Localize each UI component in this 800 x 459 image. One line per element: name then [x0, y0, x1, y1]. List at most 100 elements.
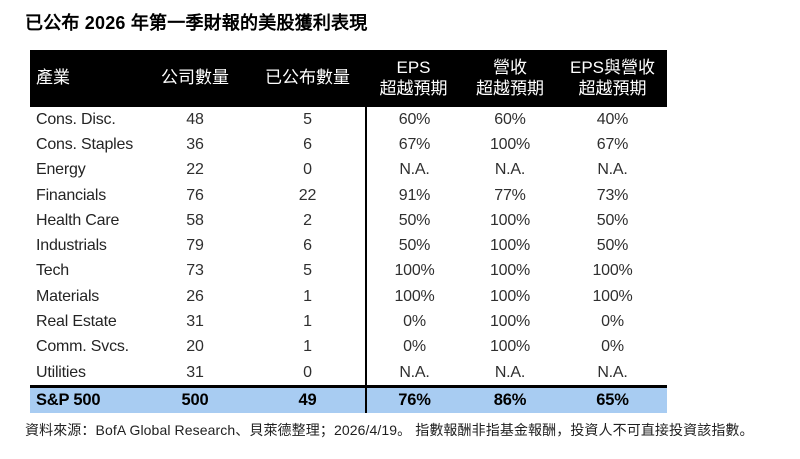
value-cell: 50%: [596, 211, 629, 229]
table-row: Financials 76 22 91% 77% 73%: [30, 182, 667, 209]
value-cell: 91%: [365, 182, 462, 209]
sector-cell: Health Care: [36, 211, 120, 229]
value-cell: 6: [303, 237, 312, 255]
value-cell: 1: [303, 313, 312, 331]
table-row: Materials 26 1 100% 100% 100%: [30, 284, 667, 310]
value-cell: 60%: [365, 107, 462, 133]
total-value-cell: 49: [298, 391, 317, 410]
value-cell: 50%: [365, 233, 462, 259]
value-cell: 60%: [494, 110, 526, 128]
value-cell: 100%: [489, 262, 531, 280]
value-cell: 100%: [489, 338, 531, 356]
value-cell: 100%: [489, 287, 531, 305]
sector-cell: Energy: [36, 161, 86, 179]
table-row: Industrials 79 6 50% 100% 50%: [30, 233, 667, 259]
value-cell: 6: [303, 135, 312, 153]
col-header-rev-beat-line2: 超越預期: [476, 78, 544, 98]
value-cell: 5: [303, 110, 312, 128]
sector-cell: Industrials: [36, 237, 107, 255]
total-value-cell: 500: [181, 391, 209, 410]
value-cell: 20: [186, 338, 204, 356]
value-cell: 0%: [601, 313, 624, 331]
value-cell: 40%: [596, 110, 629, 128]
value-cell: 5: [303, 262, 312, 280]
col-header-eps-beat-line2: 超越預期: [379, 78, 448, 98]
value-cell: 67%: [365, 132, 462, 158]
sector-cell: Cons. Staples: [36, 135, 134, 153]
value-cell: 0%: [601, 338, 624, 356]
table-row: Cons. Disc. 48 5 60% 60% 40%: [30, 107, 667, 133]
value-cell: 76: [186, 186, 204, 204]
col-header-both-beat: EPS與營收 超越預期: [558, 58, 667, 99]
col-header-sector: 產業: [36, 68, 70, 88]
total-value-cell: 86%: [493, 391, 527, 410]
earnings-table: 產業 公司數量 已公布數量 EPS 超越預期 營收 超越預期 EPS與營收 超越…: [30, 50, 667, 414]
table-row: Cons. Staples 36 6 67% 100% 67%: [30, 132, 667, 158]
sector-cell: Materials: [36, 287, 100, 305]
table-row: Health Care 58 2 50% 100% 50%: [30, 208, 667, 234]
total-value-cell: 76%: [365, 388, 462, 414]
table-header-row: 產業 公司數量 已公布數量 EPS 超越預期 營收 超越預期 EPS與營收 超越…: [30, 50, 667, 107]
value-cell: 100%: [489, 135, 531, 153]
table-row: Comm. Svcs. 20 1 0% 100% 0%: [30, 334, 667, 360]
sector-cell: Financials: [36, 186, 107, 204]
value-cell: 50%: [365, 208, 462, 234]
col-header-eps-beat-line1: EPS: [396, 57, 431, 77]
value-cell: 1: [303, 338, 312, 356]
table-row: Utilities 31 0 N.A. N.A. N.A.: [30, 359, 667, 386]
value-cell: 48: [186, 110, 204, 128]
sector-cell: Tech: [36, 262, 69, 280]
total-row: S&P 500 500 49 76% 86% 65%: [30, 385, 667, 414]
sector-cell: Comm. Svcs.: [36, 338, 129, 356]
table-row: Energy 22 0 N.A. N.A. N.A.: [30, 157, 667, 183]
value-cell: N.A.: [365, 359, 462, 386]
value-cell: 0%: [365, 309, 462, 335]
value-cell: 36: [186, 135, 204, 153]
sector-cell: Utilities: [36, 363, 86, 381]
col-header-rev-beat-line1: 營收: [493, 57, 527, 77]
value-cell: 26: [186, 287, 204, 305]
table-body: Cons. Disc. 48 5 60% 60% 40% Cons. Staples 36 6 6…: [30, 107, 667, 386]
value-cell: 0%: [365, 334, 462, 360]
value-cell: N.A.: [494, 363, 526, 381]
value-cell: 22: [186, 161, 204, 179]
value-cell: 100%: [592, 287, 633, 305]
col-header-rev-beat: 營收 超越預期: [462, 58, 558, 99]
value-cell: 100%: [365, 258, 462, 285]
value-cell: N.A.: [365, 157, 462, 183]
value-cell: 100%: [489, 237, 531, 255]
value-cell: 1: [303, 287, 312, 305]
value-cell: 0: [303, 363, 312, 381]
value-cell: 67%: [596, 135, 629, 153]
total-value-cell: 65%: [596, 391, 629, 410]
value-cell: 77%: [494, 186, 526, 204]
value-cell: 100%: [592, 262, 633, 280]
table-row: Real Estate 31 1 0% 100% 0%: [30, 309, 667, 335]
value-cell: 2: [303, 211, 312, 229]
col-header-both-beat-line2: 超越預期: [578, 78, 647, 98]
value-cell: 0: [303, 161, 312, 179]
total-sector-cell: S&P 500: [36, 391, 101, 410]
value-cell: N.A.: [494, 161, 526, 179]
sector-cell: Cons. Disc.: [36, 110, 116, 128]
col-header-reported: 已公布數量: [265, 68, 350, 88]
value-cell: 100%: [365, 284, 462, 310]
value-cell: 100%: [489, 313, 531, 331]
value-cell: 79: [186, 237, 204, 255]
value-cell: 100%: [489, 211, 531, 229]
value-cell: 73: [186, 262, 204, 280]
source-note: 資料來源：BofA Global Research、貝萊德整理；2026/4/1…: [25, 422, 754, 438]
col-header-eps-beat: EPS 超越預期: [365, 58, 462, 99]
value-cell: N.A.: [597, 161, 628, 179]
value-cell: 22: [298, 186, 317, 204]
value-cell: 31: [186, 313, 204, 331]
table-row: Tech 73 5 100% 100% 100%: [30, 258, 667, 285]
col-header-companies: 公司數量: [161, 68, 229, 88]
sector-cell: Real Estate: [36, 313, 117, 331]
value-cell: 31: [186, 363, 204, 381]
value-cell: 58: [186, 211, 204, 229]
value-cell: 73%: [596, 186, 629, 204]
page-title: 已公布 2026 年第一季財報的美股獲利表現: [25, 13, 368, 33]
col-header-both-beat-line1: EPS與營收: [569, 57, 656, 77]
